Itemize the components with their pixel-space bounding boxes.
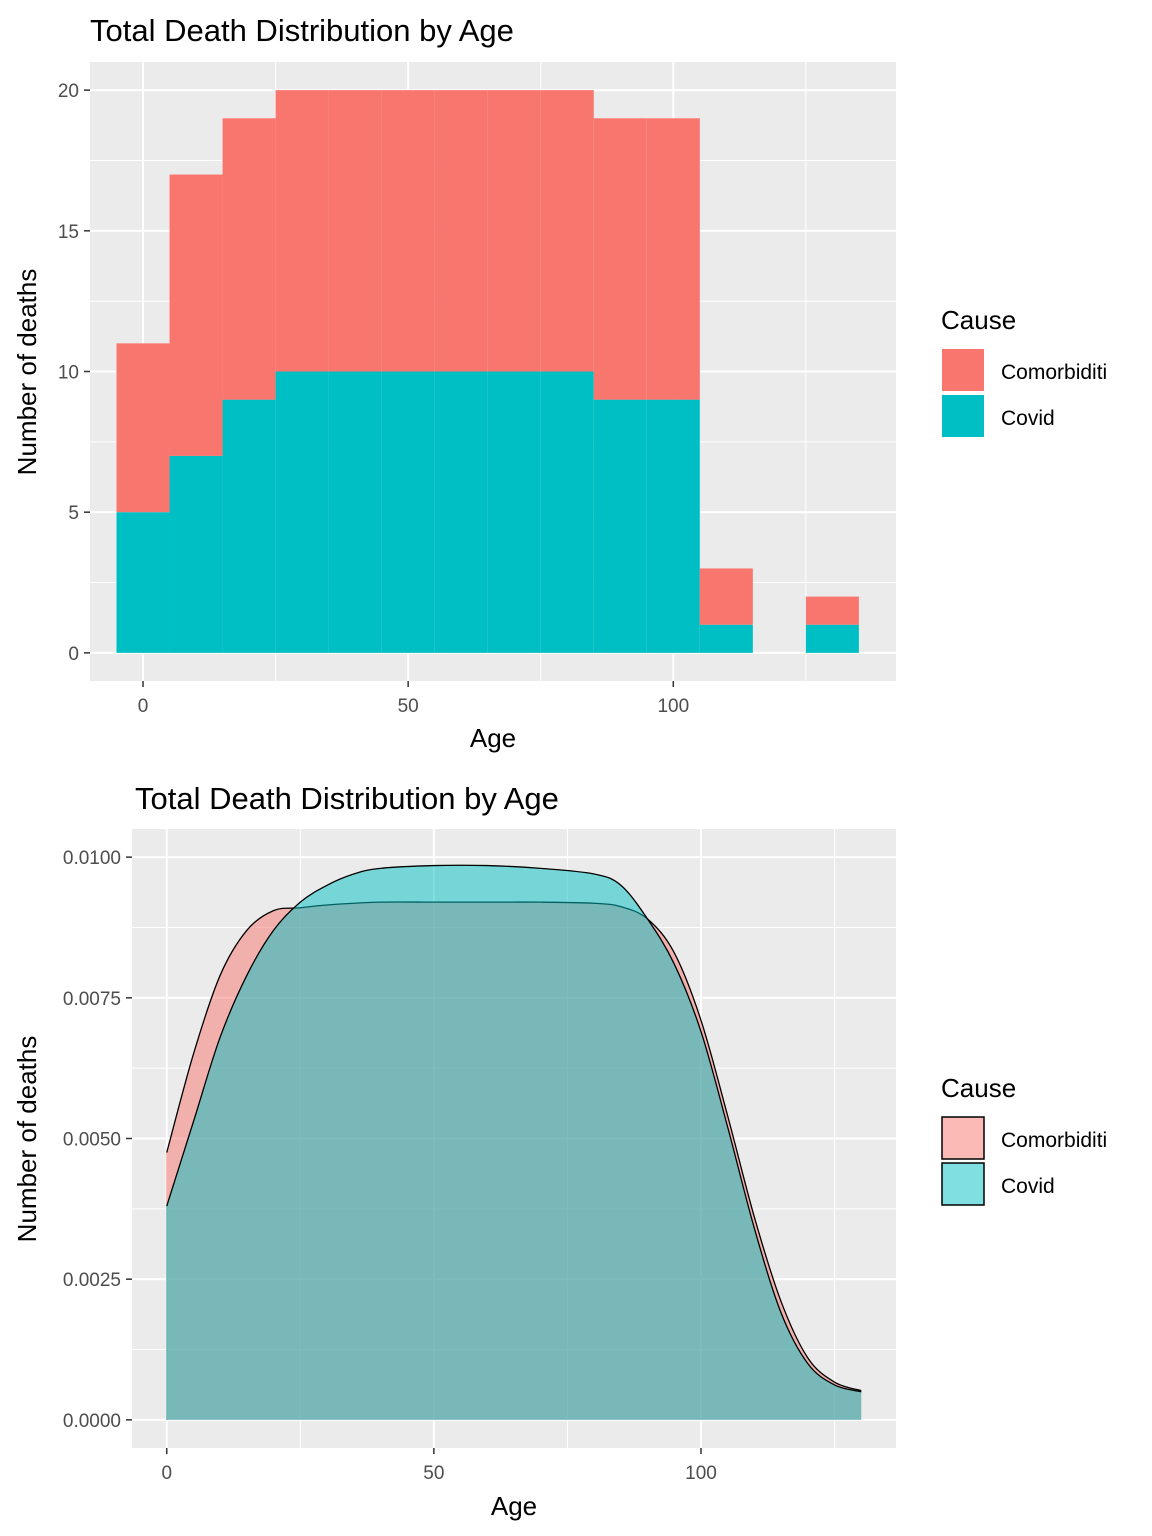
bar-covid [116,512,170,653]
legend: Cause Comorbiditi Covid [941,305,1107,437]
bar-comorbiditi [116,343,170,513]
y-tick-label: 5 [68,503,79,524]
y-tick-label: 20 [58,81,79,102]
bars [116,90,859,653]
bar-comorbiditi [434,90,488,372]
legend-key-covid [942,395,984,437]
legend-key-covid [941,1162,985,1206]
x-tick-label: 50 [423,1463,444,1484]
density-chart: Total Death Distribution by Age 0.00000.… [12,781,1107,1521]
bar-covid [381,371,435,653]
bar-comorbiditi [381,90,435,372]
y-tick-label: 10 [58,363,79,384]
bar-covid [434,371,488,653]
bar-comorbiditi [699,568,753,625]
density-area-covid [166,865,862,1420]
x-axis-title: Age [470,723,516,753]
x-tick-label: 100 [685,1463,717,1484]
bar-covid [699,624,753,653]
bar-covid [487,371,541,653]
legend-title: Cause [941,1073,1016,1103]
chart-title: Total Death Distribution by Age [135,781,559,816]
y-tick-label: 0.0000 [63,1411,121,1432]
x-tick-label: 0 [138,696,149,717]
x-axis: 0 50 100 [161,1448,717,1484]
bar-comorbiditi [593,118,647,400]
bar-covid [646,399,700,653]
y-tick-label: 0.0025 [63,1270,121,1291]
bar-comorbiditi [540,90,594,372]
x-tick-label: 50 [398,696,419,717]
bar-covid [328,371,382,653]
legend-title: Cause [941,305,1016,335]
bar-covid [222,399,276,653]
legend-label-comorbiditi: Comorbiditi [1001,1129,1107,1152]
y-axis-title: Number of deaths [12,269,42,476]
bar-covid [593,399,647,653]
y-axis: 0 5 10 15 20 [58,81,90,665]
bar-covid [540,371,594,653]
bar-comorbiditi [646,118,700,400]
density-line-covid [166,864,862,1393]
y-axis: 0.0000 0.0025 0.0050 0.0075 0.0100 [63,848,132,1432]
legend-key-comorbiditi [942,349,984,391]
bar-comorbiditi [222,118,276,400]
x-axis: 0 50 100 [138,681,689,717]
bar-covid [169,455,223,653]
legend-label-comorbiditi: Comorbiditi [1001,361,1107,384]
density-areas [166,864,862,1420]
x-tick-label: 100 [657,696,689,717]
y-tick-label: 0.0075 [63,989,121,1010]
x-axis-title: Age [491,1491,537,1521]
legend-key-comorbiditi [941,1116,985,1160]
bar-comorbiditi [328,90,382,372]
bar-covid [805,624,859,653]
y-tick-label: 0.0050 [63,1130,121,1151]
y-tick-label: 0.0100 [63,848,121,869]
legend-label-covid: Covid [1001,407,1055,430]
histogram-chart: Total Death Distribution by Age 0 5 10 15 20… [12,13,1107,753]
bar-comorbiditi [487,90,541,372]
x-tick-label: 0 [161,1463,172,1484]
legend-label-covid: Covid [1001,1175,1055,1198]
y-tick-label: 15 [58,222,79,243]
bar-covid [275,371,329,653]
bar-comorbiditi [805,596,859,625]
y-tick-label: 0 [68,644,79,665]
bar-comorbiditi [169,174,223,456]
y-axis-title: Number of deaths [12,1036,42,1243]
legend: Cause Comorbiditi Covid [941,1073,1107,1206]
chart-title: Total Death Distribution by Age [90,13,514,48]
bar-comorbiditi [275,90,329,372]
